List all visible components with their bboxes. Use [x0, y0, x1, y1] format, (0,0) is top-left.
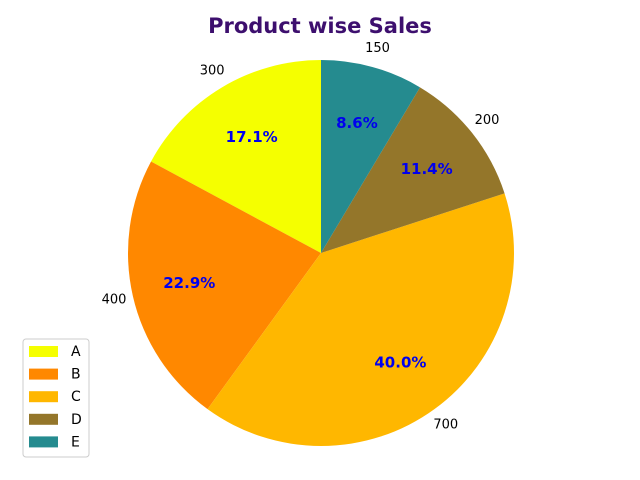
- legend-swatch-D: [29, 413, 58, 425]
- percent-labels: 17.1% 22.9% 40.0% 11.4% 8.6%: [163, 114, 452, 372]
- legend-label-C: C: [71, 389, 81, 405]
- pie-slice-D: [321, 87, 505, 253]
- legend-label-A: A: [71, 344, 81, 360]
- value-labels: 300 400 700 200 150: [102, 41, 500, 432]
- percent-label-A: 17.1%: [226, 128, 278, 146]
- pie-slice-B: [127, 161, 321, 410]
- legend-label-E: E: [71, 434, 80, 450]
- pie-slice-A: [151, 60, 321, 253]
- pie-slices: [127, 60, 515, 447]
- legend-swatch-E: [29, 436, 58, 448]
- legend-swatch-A: [29, 346, 58, 357]
- legend-swatch-B: [29, 368, 58, 380]
- percent-label-B: 22.9%: [163, 274, 215, 292]
- value-label-B: 400: [102, 293, 127, 308]
- percent-label-D: 11.4%: [401, 160, 453, 178]
- chart-title: Product wise Sales: [208, 14, 432, 38]
- value-label-E: 150: [365, 41, 390, 56]
- pie-slice-E: [321, 60, 420, 253]
- pie-slice-C: [207, 193, 515, 447]
- legend-swatch-C: [29, 391, 58, 403]
- legend-label-B: B: [71, 367, 81, 383]
- value-label-C: 700: [433, 417, 458, 432]
- value-label-A: 300: [200, 63, 225, 78]
- value-label-D: 200: [475, 113, 500, 128]
- percent-label-C: 40.0%: [374, 353, 426, 371]
- percent-label-E: 8.6%: [336, 114, 378, 132]
- legend-label-D: D: [71, 412, 82, 428]
